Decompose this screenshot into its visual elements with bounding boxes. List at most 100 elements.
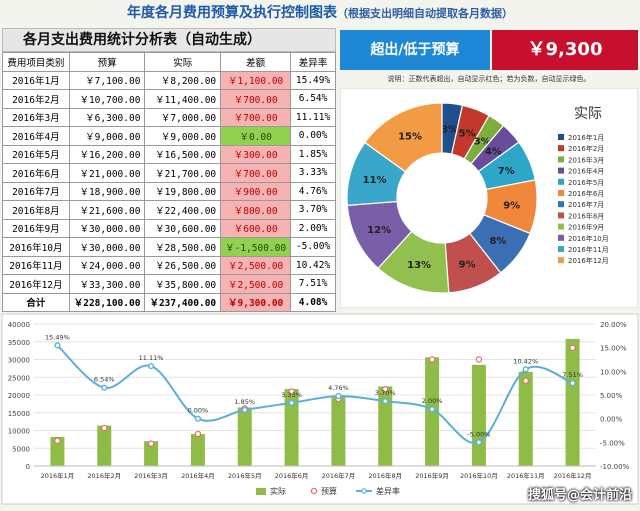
- cell-budget: ￥21,000.00: [68, 163, 146, 183]
- donut-slice: [364, 102, 443, 173]
- rate-point: [522, 366, 529, 373]
- rate-point: [241, 406, 248, 414]
- cell-actual: ￥7,000.00: [144, 107, 222, 127]
- col-category: 费用项目类别: [2, 52, 70, 72]
- legend-swatch: [558, 167, 564, 174]
- cell-budget: ￥9,000.00: [68, 126, 146, 146]
- rate-data-label: 11.11%: [139, 354, 164, 362]
- cell-diff: ￥2,500.00: [220, 274, 292, 294]
- expense-table: 费用项目类别 预算 实际 差额 差异率 2016年1月 ￥7,100.00 ￥8,2…: [2, 52, 336, 312]
- cell-diff: ￥1,100.00: [220, 70, 292, 90]
- page-title: 年度各月费用预算及执行控制图表（根据支出明细自动提取各月数据）: [0, 0, 640, 24]
- cell-diff: ￥300.00: [220, 144, 292, 164]
- rate-data-label: 0.00%: [188, 407, 209, 415]
- cell-month: 2016年10月: [2, 237, 70, 257]
- bar-actual: [518, 371, 533, 466]
- table-row: 2016年8月 ￥21,600.00 ￥22,400.00 ￥800.00 3.70%: [2, 200, 336, 220]
- table-row: 2016年10月 ￥30,000.00 ￥28,500.00 ￥-1,500.00 -5…: [2, 237, 336, 257]
- col-budget: 预算: [68, 52, 146, 72]
- rate-data-label: 3.70%: [375, 389, 396, 397]
- legend-swatch: [558, 246, 564, 252]
- legend-swatch: [558, 223, 564, 230]
- legend-swatch-budget: [310, 487, 318, 495]
- marker-budget: [382, 386, 389, 393]
- cell-budget: ￥16,200.00: [68, 144, 146, 164]
- cell-diff: ￥600.00: [220, 218, 292, 238]
- bar-actual: [471, 364, 486, 466]
- watermark: 搜狐号@会计前沿: [527, 488, 632, 503]
- donut-chart-panel: 3% 5% 3% 4% 7% 9% 8% 9% 13% 12% 11% 15% 实际 2016年1月 201…: [339, 87, 639, 309]
- cell-month: 2016年7月: [2, 181, 70, 201]
- cell-diff: ￥700.00: [220, 89, 292, 109]
- rate-point: [382, 398, 389, 405]
- legend-actual: 实际: [270, 486, 286, 496]
- legend-entry: 2016年2月: [568, 144, 604, 153]
- slice-label: 9%: [503, 201, 520, 212]
- slice-label: 7%: [498, 166, 515, 177]
- y-tick-label: 35000: [8, 339, 30, 347]
- total-budget: ￥228,100.00: [68, 292, 146, 312]
- x-tick-label: 2016年4月: [181, 471, 215, 480]
- donut-title: 实际: [574, 106, 602, 122]
- cell-month: 2016年6月: [2, 163, 70, 183]
- marker-budget: [569, 344, 576, 351]
- title-sub: （根据支出明细自动提取各月数据）: [337, 7, 513, 20]
- cell-actual: ￥21,700.00: [144, 163, 222, 183]
- bar-actual: [144, 441, 159, 466]
- kpi-label: 超出/低于预算: [340, 30, 490, 70]
- x-tick-label: 2016年2月: [87, 471, 121, 480]
- slice-label: 11%: [363, 175, 387, 186]
- cell-diff: ￥0.00: [220, 126, 292, 146]
- cell-rate: 7.51%: [290, 274, 336, 294]
- cell-actual: ￥26,500.00: [144, 255, 222, 275]
- legend-entry: 2016年7月: [568, 200, 604, 209]
- bar-actual: [331, 395, 346, 466]
- title-main: 年度各月费用预算及执行控制图表: [127, 5, 337, 21]
- x-tick-label: 2016年1月: [41, 471, 75, 480]
- x-tick-label: 2016年11月: [507, 471, 545, 480]
- cell-rate: 2.00%: [290, 218, 336, 238]
- table-row: 2016年12月 ￥33,300.00 ￥35,800.00 ￥2,500.00 7.5…: [2, 274, 336, 294]
- rate-point: [101, 384, 108, 391]
- cell-rate: 6.54%: [290, 89, 336, 109]
- legend-swatch: [558, 156, 564, 163]
- legend-entry: 2016年9月: [568, 223, 604, 232]
- cell-rate: 15.49%: [290, 70, 336, 90]
- y2-tick-label: 5.00%: [600, 392, 623, 400]
- marker-budget: [288, 388, 295, 395]
- marker-budget: [54, 437, 61, 444]
- x-tick-label: 2016年5月: [228, 471, 262, 480]
- cell-month: 2016年4月: [2, 126, 70, 146]
- slice-label: 3%: [474, 137, 491, 148]
- donut-chart: 3% 5%3%4%7%9%8%9%13%12%11%15%实际2016年1月201…: [339, 87, 639, 309]
- cell-budget: ￥18,900.00: [68, 181, 146, 201]
- column-header-row: 费用项目类别 预算 实际 差额 差异率: [2, 52, 336, 72]
- total-rate: 4.08%: [290, 292, 336, 312]
- bar-actual: [237, 407, 252, 466]
- y-tick-label: 25000: [8, 374, 30, 382]
- legend-entry: 2016年1月: [568, 133, 604, 142]
- rate-data-label: 6.54%: [94, 376, 115, 384]
- x-tick-label: 2016年6月: [275, 471, 309, 480]
- cell-month: 2016年8月: [2, 200, 70, 220]
- legend-swatch-rate-point: [361, 488, 367, 494]
- cell-budget: ￥6,300.00: [68, 107, 146, 127]
- legend-swatch: [558, 201, 564, 208]
- bar-actual: [565, 338, 580, 466]
- y2-tick-label: 20.00%: [600, 321, 627, 329]
- cell-month: 2016年3月: [2, 107, 70, 127]
- marker-budget: [428, 356, 436, 363]
- legend-entry: 2016年6月: [568, 189, 604, 198]
- rate-point: [428, 406, 436, 413]
- cell-actual: ￥28,500.00: [144, 237, 222, 257]
- legend-swatch: [558, 134, 564, 140]
- cell-diff: ￥800.00: [220, 200, 292, 220]
- table-row: 2016年4月 ￥9,000.00 ￥9,000.00 ￥0.00 0.00%: [2, 126, 336, 146]
- y2-tick-label: 0.00%: [600, 416, 623, 424]
- table-row: 2016年5月 ￥16,200.00 ￥16,500.00 ￥300.00 1.85%: [2, 144, 336, 164]
- cell-rate: 4.76%: [290, 181, 336, 201]
- cell-rate: 3.33%: [290, 163, 336, 183]
- bar-actual: [284, 388, 299, 466]
- y-tick-label: 40000: [8, 321, 30, 329]
